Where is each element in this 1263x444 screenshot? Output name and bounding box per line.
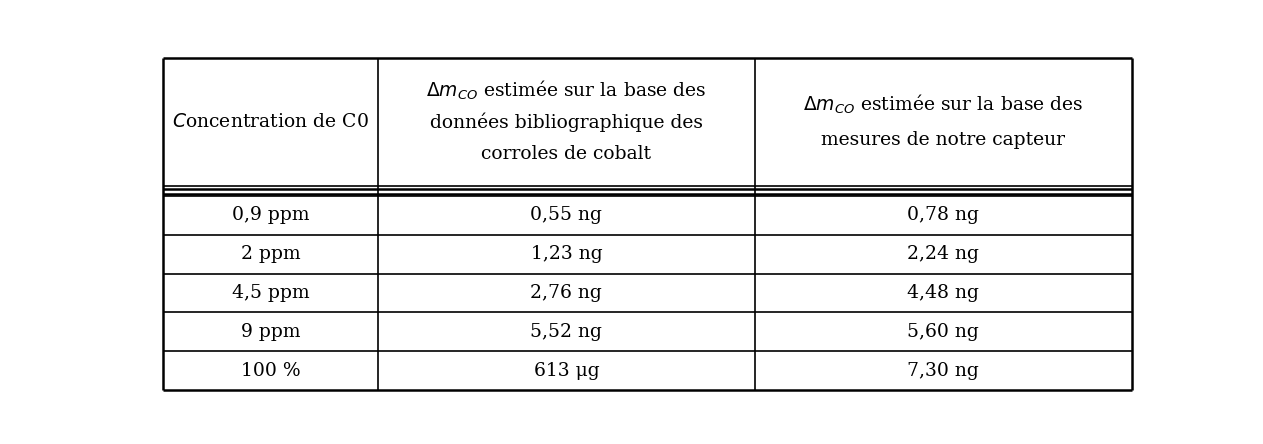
Text: 4,48 ng: 4,48 ng xyxy=(907,284,979,302)
Text: 100 %: 100 % xyxy=(240,361,301,380)
Text: 2 ppm: 2 ppm xyxy=(240,245,301,263)
Text: 4,5 ppm: 4,5 ppm xyxy=(231,284,309,302)
Text: 0,78 ng: 0,78 ng xyxy=(907,206,979,224)
Text: $\Delta m_{CO}$ estimée sur la base des: $\Delta m_{CO}$ estimée sur la base des xyxy=(803,92,1084,115)
Text: 9 ppm: 9 ppm xyxy=(240,323,301,341)
Text: 0,9 ppm: 0,9 ppm xyxy=(231,206,309,224)
Text: 2,24 ng: 2,24 ng xyxy=(907,245,979,263)
Text: $\mathit{C}$oncentration de C0: $\mathit{C}$oncentration de C0 xyxy=(172,113,369,131)
Text: 7,30 ng: 7,30 ng xyxy=(907,361,979,380)
Text: 5,60 ng: 5,60 ng xyxy=(907,323,979,341)
Text: 1,23 ng: 1,23 ng xyxy=(530,245,602,263)
Text: 613 μg: 613 μg xyxy=(533,361,599,380)
Text: corroles de cobalt: corroles de cobalt xyxy=(481,145,652,163)
Text: 5,52 ng: 5,52 ng xyxy=(530,323,602,341)
Text: mesures de notre capteur: mesures de notre capteur xyxy=(821,131,1065,150)
Text: données bibliographique des: données bibliographique des xyxy=(429,112,703,132)
Text: 2,76 ng: 2,76 ng xyxy=(530,284,602,302)
Text: $\Delta m_{CO}$ estimée sur la base des: $\Delta m_{CO}$ estimée sur la base des xyxy=(426,79,707,103)
Text: 0,55 ng: 0,55 ng xyxy=(530,206,602,224)
